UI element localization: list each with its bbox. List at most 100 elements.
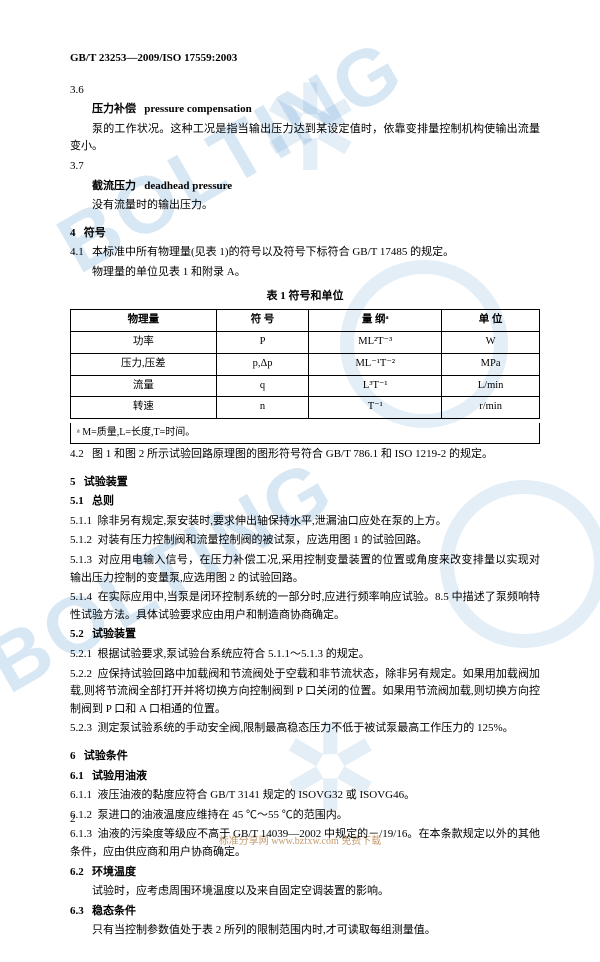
clause-text: 对装有压力控制阀和流量控制阀的被试泵，应选用图 1 的试验回路。 [98, 534, 428, 546]
clause-3-7-term: 截流压力 deadhead pressure [70, 178, 540, 196]
clause-text: 应保持试验回路中加载阀和节流阀处于空载和非节流状态，除非另有规定。如果用加载阀加… [70, 668, 540, 715]
clause-num: 5.1 [70, 495, 84, 507]
clause-6-3: 6.3 稳态条件 [70, 903, 540, 921]
term-en: pressure compensation [144, 103, 251, 115]
clause-title: 试验用油液 [92, 770, 147, 782]
clause-num: 6.2 [70, 866, 84, 878]
clause-6-3-text: 只有当控制参数值处于表 2 所列的限制范围内时,才可读取每组测量值。 [70, 922, 540, 940]
clause-5-1-2: 5.1.2 对装有压力控制阀和流量控制阀的被试泵，应选用图 1 的试验回路。 [70, 532, 540, 550]
clause-num: 5.2.3 [70, 722, 92, 734]
term-en: deadhead pressure [144, 180, 232, 192]
clause-6-1-3: 6.1.3 油液的污染度等级应不高于 GB/T 14039—2002 中规定的－… [70, 826, 540, 861]
sec-num: 5 [70, 476, 76, 488]
table-cell: W [442, 331, 540, 353]
table-header: 物理量 [71, 310, 217, 332]
clause-5-2-1: 5.2.1 根据试验要求,泵试验台系统应符合 5.1.1～5.1.3 的规定。 [70, 646, 540, 664]
clause-text: 在实际应用中,当泵是闭环控制系统的一部分时,应进行频率响应试验。8.5 中描述了… [70, 591, 540, 621]
clause-3-6-num: 3.6 [70, 82, 540, 100]
clause-title: 总则 [92, 495, 114, 507]
table-cell: n [216, 397, 309, 419]
table-1: 物理量 符 号 量 纲ᵃ 单 位 功率PML²T⁻³W压力,压差p,ΔpML⁻¹… [70, 309, 540, 419]
clause-num: 5.1.4 [70, 591, 92, 603]
clause-6-1: 6.1 试验用油液 [70, 768, 540, 786]
clause-5-1-1: 5.1.1 除非另有规定,泵安装时,要求伸出轴保持水平,泄漏油口应处在泵的上方。 [70, 513, 540, 531]
clause-num: 6.1 [70, 770, 84, 782]
term-cn: 压力补偿 [92, 103, 136, 115]
table-cell: q [216, 375, 309, 397]
clause-5-1: 5.1 总则 [70, 493, 540, 511]
clause-text: 对应用电输入信号，在压力补偿工况,采用控制变量装置的位置或角度来改变排量以实现对… [70, 554, 540, 584]
clause-num: 6.3 [70, 905, 84, 917]
sec-num: 6 [70, 750, 76, 762]
table-cell: L/min [442, 375, 540, 397]
clause-3-7-num: 3.7 [70, 158, 540, 176]
clause-4-1: 4.1 本标准中所有物理量(见表 1)的符号以及符号下标符合 GB/T 1748… [70, 244, 540, 262]
sec-title: 试验装置 [84, 476, 128, 488]
clause-5-2-3: 5.2.3 测定泵试验系统的手动安全阀,限制最高稳态压力不低于被试泵最高工作压力… [70, 720, 540, 738]
clause-num: 6.1.3 [70, 828, 92, 840]
sec-title: 符号 [84, 227, 106, 239]
table-cell: 压力,压差 [71, 353, 217, 375]
section-4: 4 符号 [70, 225, 540, 243]
table-cell: ML²T⁻³ [309, 331, 442, 353]
table-cell: p,Δp [216, 353, 309, 375]
clause-4-2: 4.2 图 1 和图 2 所示试验回路原理图的图形符号符合 GB/T 786.1… [70, 446, 540, 464]
table-header: 单 位 [442, 310, 540, 332]
clause-title: 试验装置 [92, 628, 136, 640]
table-row: 流量qL³T⁻¹L/min [71, 375, 540, 397]
clause-num: 5.2.2 [70, 668, 92, 680]
clause-title: 稳态条件 [92, 905, 136, 917]
clause-text: 除非另有规定,泵安装时,要求伸出轴保持水平,泄漏油口应处在泵的上方。 [98, 515, 447, 527]
table-cell: 功率 [71, 331, 217, 353]
table-cell: L³T⁻¹ [309, 375, 442, 397]
table-cell: 流量 [71, 375, 217, 397]
clause-4-1-text2: 物理量的单位见表 1 和附录 A。 [70, 264, 540, 282]
doc-header: GB/T 23253—2009/ISO 17559:2003 [70, 50, 540, 68]
clause-text: 本标准中所有物理量(见表 1)的符号以及符号下标符合 GB/T 17485 的规… [92, 246, 454, 258]
clause-5-1-4: 5.1.4 在实际应用中,当泵是闭环控制系统的一部分时,应进行频率响应试验。8.… [70, 589, 540, 624]
clause-num: 5.1.2 [70, 534, 92, 546]
clause-6-2-text: 试验时，应考虑周围环境温度以及来自固定空调装置的影响。 [70, 883, 540, 901]
clause-text: 泵进口的油液温度应维持在 45 ℃～55 ℃的范围内。 [98, 809, 348, 821]
table-cell: T⁻¹ [309, 397, 442, 419]
table-row: 转速nT⁻¹r/min [71, 397, 540, 419]
clause-text: 液压油液的黏度应符合 GB/T 3141 规定的 ISOVG32 或 ISOVG… [98, 789, 416, 801]
clause-text: 油液的污染度等级应不高于 GB/T 14039—2002 中规定的－/19/16… [70, 828, 540, 858]
clause-6-1-1: 6.1.1 液压油液的黏度应符合 GB/T 3141 规定的 ISOVG32 或… [70, 787, 540, 805]
sec-title: 试验条件 [84, 750, 128, 762]
table-cell: P [216, 331, 309, 353]
clause-5-2: 5.2 试验装置 [70, 626, 540, 644]
clause-6-1-2: 6.1.2 泵进口的油液温度应维持在 45 ℃～55 ℃的范围内。 [70, 807, 540, 825]
sec-num: 4 [70, 227, 76, 239]
table-1-note: ᵃ M=质量,L=长度,T=时间。 [70, 423, 540, 444]
table-header: 符 号 [216, 310, 309, 332]
clause-3-6-text: 泵的工作状况。这种工况是指当输出压力达到某设定值时，依靠变排量控制机构使输出流量… [70, 121, 540, 156]
table-cell: MPa [442, 353, 540, 375]
clause-num: 6.1.2 [70, 809, 92, 821]
clause-num: 5.2.1 [70, 648, 92, 660]
table-header-row: 物理量 符 号 量 纲ᵃ 单 位 [71, 310, 540, 332]
term-cn: 截流压力 [92, 180, 136, 192]
clause-num: 5.2 [70, 628, 84, 640]
clause-num: 4.2 [70, 448, 84, 460]
clause-text: 图 1 和图 2 所示试验回路原理图的图形符号符合 GB/T 786.1 和 I… [92, 448, 493, 460]
clause-3-6-term: 压力补偿 pressure compensation [70, 101, 540, 119]
table-cell: 转速 [71, 397, 217, 419]
table-row: 压力,压差p,ΔpML⁻¹T⁻²MPa [71, 353, 540, 375]
table-cell: r/min [442, 397, 540, 419]
table-1-title: 表 1 符号和单位 [70, 288, 540, 306]
clause-3-7-text: 没有流量时的输出压力。 [70, 197, 540, 215]
clause-5-2-2: 5.2.2 应保持试验回路中加载阀和节流阀处于空载和非节流状态，除非另有规定。如… [70, 666, 540, 719]
section-6: 6 试验条件 [70, 748, 540, 766]
clause-5-1-3: 5.1.3 对应用电输入信号，在压力补偿工况,采用控制变量装置的位置或角度来改变… [70, 552, 540, 587]
clause-num: 5.1.1 [70, 515, 92, 527]
table-row: 功率PML²T⁻³W [71, 331, 540, 353]
clause-num: 5.1.3 [70, 554, 92, 566]
clause-num: 4.1 [70, 246, 84, 258]
section-5: 5 试验装置 [70, 474, 540, 492]
clause-6-2: 6.2 环境温度 [70, 864, 540, 882]
clause-title: 环境温度 [92, 866, 136, 878]
page-content: GB/T 23253—2009/ISO 17559:2003 3.6 压力补偿 … [0, 0, 600, 962]
clause-text: 测定泵试验系统的手动安全阀,限制最高稳态压力不低于被试泵最高工作压力的 125%… [98, 722, 514, 734]
table-cell: ML⁻¹T⁻² [309, 353, 442, 375]
